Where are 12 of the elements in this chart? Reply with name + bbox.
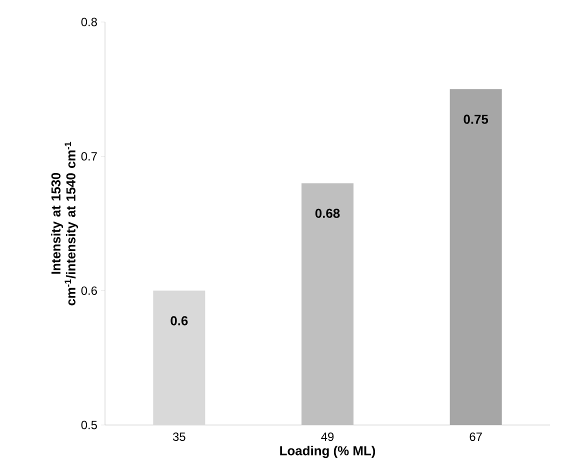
x-tick-label: 35: [172, 432, 186, 441]
data-label: 0.6: [170, 316, 188, 326]
y-tick-label: 0.7: [81, 152, 97, 161]
data-label: 0.68: [315, 208, 340, 218]
y-tick-label: 0.8: [81, 18, 97, 26]
x-tick-label: 49: [321, 432, 334, 441]
x-tick-label: 67: [470, 432, 482, 441]
data-label: 0.75: [464, 114, 488, 124]
y-tick-label: 0.5: [81, 420, 97, 430]
y-tick-label: 0.6: [81, 286, 97, 295]
x-axis-title: Loading (% ML): [280, 446, 376, 458]
y-axis-title: Intensity at 1530 cm$^{-1}$/intensity at 1540 cm$^{-1}$: [51, 142, 78, 306]
